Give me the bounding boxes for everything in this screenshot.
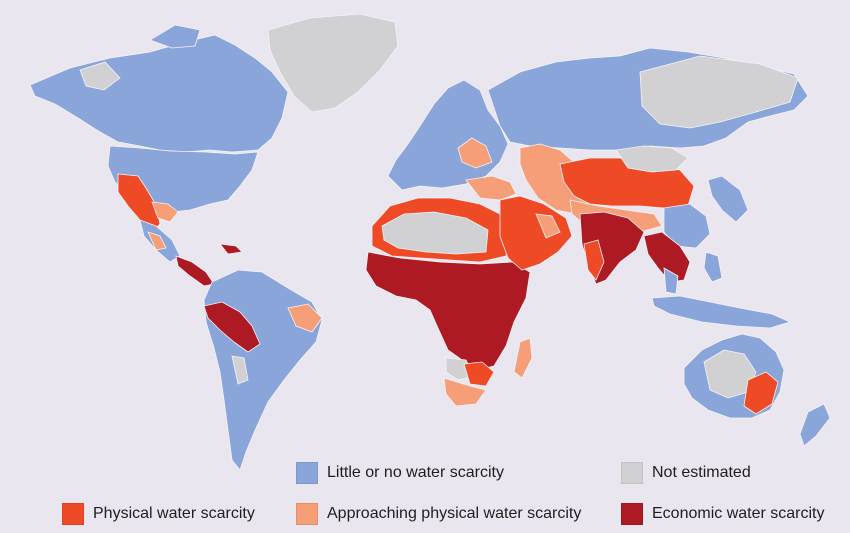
region-alaska-arctic — [79, 61, 121, 91]
legend-item-little: Little or no water scarcity — [296, 462, 504, 484]
region-mexico-central — [147, 231, 167, 251]
region-new-zealand — [799, 403, 831, 447]
legend-label-economic: Economic water scarcity — [652, 505, 825, 522]
region-mongolia — [615, 145, 689, 173]
legend-item-not-estimated: Not estimated — [621, 462, 751, 484]
region-caribbean — [219, 243, 243, 255]
region-australia-southeast — [743, 371, 779, 415]
region-middle-east — [499, 195, 573, 271]
region-canadian-arctic — [149, 24, 201, 49]
region-siberia-unestimated — [639, 55, 799, 129]
region-china-south — [663, 203, 711, 249]
legend-label-little: Little or no water scarcity — [327, 464, 504, 481]
legend-item-economic: Economic water scarcity — [621, 503, 825, 525]
region-south-africa-south — [443, 377, 487, 407]
legend-label-approaching: Approaching physical water scarcity — [327, 505, 582, 522]
region-madagascar — [513, 337, 533, 379]
region-south-africa-east — [463, 361, 495, 387]
region-arabia-east — [535, 213, 561, 239]
region-india-west — [583, 239, 605, 281]
region-greenland — [267, 13, 399, 113]
legend-label-not-estimated: Not estimated — [652, 464, 751, 481]
legend-swatch-little — [296, 462, 318, 484]
legend-swatch-economic — [621, 503, 643, 525]
legend-swatch-physical — [62, 503, 84, 525]
region-andes-southern — [231, 355, 249, 385]
legend-swatch-not-estimated — [621, 462, 643, 484]
region-philippines — [703, 251, 723, 283]
region-indonesia — [651, 295, 792, 329]
region-indochina — [663, 267, 679, 295]
region-turkey-caucasus — [465, 175, 517, 201]
legend-label-physical: Physical water scarcity — [93, 505, 255, 522]
legend-item-physical: Physical water scarcity — [62, 503, 255, 525]
legend-swatch-approaching — [296, 503, 318, 525]
region-korea-japan — [707, 175, 749, 223]
region-andes — [203, 301, 261, 353]
region-brazil-northeast — [287, 303, 323, 333]
region-us-southern-plains — [151, 201, 179, 223]
region-central-america — [175, 255, 215, 287]
region-southeast-asia — [643, 231, 691, 283]
region-eastern-europe — [457, 137, 493, 169]
legend-item-approaching: Approaching physical water scarcity — [296, 503, 581, 525]
region-sahara — [381, 211, 489, 255]
